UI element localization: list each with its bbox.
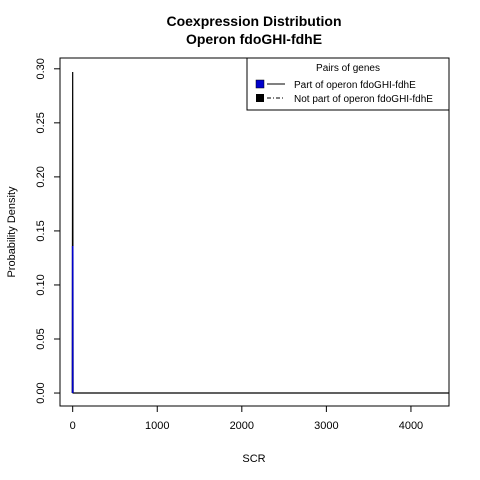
y-tick-label: 0.30 — [35, 58, 47, 79]
chart-title-line-2: Operon fdoGHI-fdhE — [186, 31, 322, 47]
legend-entry-not-part: Not part of operon fdoGHI-fdhE — [294, 94, 433, 105]
x-tick-label: 1000 — [145, 420, 169, 432]
x-axis-label: SCR — [242, 453, 265, 465]
x-axis: 0 1000 2000 3000 4000 — [70, 405, 423, 432]
x-tick-label: 4000 — [399, 420, 423, 432]
y-tick-label: 0.25 — [35, 112, 47, 133]
legend: Pairs of genes Part of operon fdoGHI-fdh… — [246, 57, 450, 111]
legend-swatch-not-part — [256, 94, 264, 102]
legend-swatch-part — [255, 79, 265, 89]
x-tick-label: 0 — [70, 420, 76, 432]
y-axis-label: Probability Density — [6, 186, 18, 278]
y-axis: 0.00 0.05 0.10 0.15 0.20 0.25 0.30 — [35, 58, 61, 404]
x-tick-label: 2000 — [230, 420, 254, 432]
x-tick-label: 3000 — [314, 420, 338, 432]
series-line-not-part-of-operon — [71, 72, 449, 394]
chart-title-line-1: Coexpression Distribution — [166, 13, 341, 29]
y-tick-label: 0.10 — [35, 274, 47, 295]
y-tick-label: 0.05 — [35, 328, 47, 349]
chart-title: Coexpression Distribution Operon fdoGHI-… — [166, 13, 341, 47]
y-tick-label: 0.20 — [35, 166, 47, 187]
legend-entry-part: Part of operon fdoGHI-fdhE — [294, 80, 416, 91]
y-tick-label: 0.15 — [35, 220, 47, 241]
series-layer — [71, 72, 449, 394]
legend-title: Pairs of genes — [316, 63, 380, 74]
y-tick-label: 0.00 — [35, 382, 47, 403]
